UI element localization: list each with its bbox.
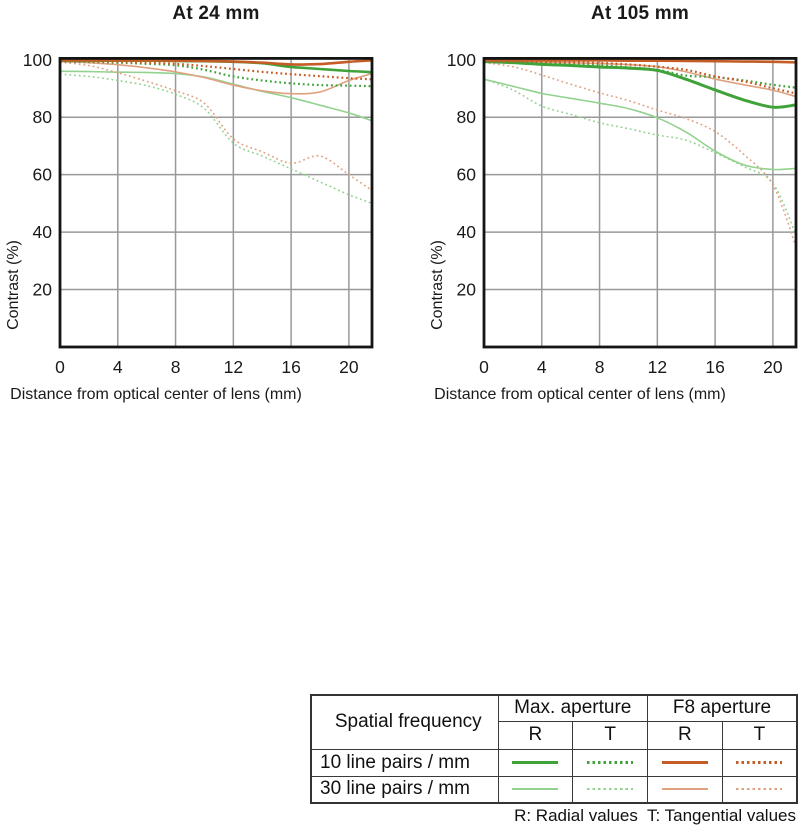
series-max-30-r xyxy=(484,78,796,171)
x-tick-label: 4 xyxy=(113,357,123,377)
solid-line-swatch xyxy=(661,788,708,791)
y-axis-label: Contrast (%) xyxy=(429,240,446,330)
plot-frame xyxy=(482,57,798,349)
legend-subheader-r: R xyxy=(497,720,574,750)
chart-title-24mm: At 24 mm xyxy=(172,3,260,24)
x-axis-label: Distance from optical center of lens (mm… xyxy=(10,386,302,403)
plot-area-105mm: 0 4 8 12 16 20 20 40 60 80 100 xyxy=(447,50,798,377)
series-f8-10-t xyxy=(484,60,796,95)
series-max-30-t xyxy=(484,78,796,236)
legend-row-label: 30 line pairs / mm xyxy=(310,775,499,804)
series-f8-30-t xyxy=(484,61,796,247)
x-tick-label: 8 xyxy=(595,357,605,377)
x-tick-label: 12 xyxy=(648,357,667,377)
y-tick-label: 20 xyxy=(457,280,477,300)
legend-header-f8-aperture: F8 aperture xyxy=(647,694,798,722)
legend-swatch-30lp-3 xyxy=(721,775,798,804)
series-group xyxy=(484,59,796,247)
x-tick-label: 16 xyxy=(705,357,724,377)
y-tick-label: 60 xyxy=(457,165,477,185)
legend-subheader-r: R xyxy=(647,720,723,750)
series-max-30-t xyxy=(60,73,372,205)
y-tick-label: 20 xyxy=(33,280,53,300)
x-axis-label: Distance from optical center of lens (mm… xyxy=(434,386,726,403)
legend-swatch-10lp-3 xyxy=(721,748,798,777)
y-tick-label: 40 xyxy=(457,222,477,242)
y-tick-label: 40 xyxy=(33,222,53,242)
legend-swatch-30lp-2 xyxy=(647,775,723,804)
solid-line-swatch xyxy=(512,761,559,764)
legend-table: Spatial frequency Max. aperture F8 apert… xyxy=(310,694,799,804)
series-f8-30-t xyxy=(60,61,372,192)
legend-swatch-10lp-2 xyxy=(647,748,723,777)
x-tick-label: 12 xyxy=(224,357,243,377)
y-tick-label: 100 xyxy=(447,50,476,70)
series-f8-10-r xyxy=(60,59,372,66)
x-tick-label: 0 xyxy=(55,357,65,377)
legend-header-max-aperture: Max. aperture xyxy=(497,694,649,722)
series-group xyxy=(60,59,372,205)
solid-line-swatch xyxy=(512,788,559,791)
series-max-10-r xyxy=(484,60,796,109)
x-tick-label: 4 xyxy=(537,357,547,377)
legend-subheader-t: T xyxy=(572,720,649,750)
series-f8-30-r xyxy=(60,60,372,95)
solid-line-swatch xyxy=(661,761,708,764)
y-tick-label: 60 xyxy=(33,165,53,185)
y-tick-label: 100 xyxy=(23,50,52,70)
plot-frame xyxy=(58,57,374,349)
mtf-chart-24mm: At 24 mm 0 4 8 12 16 20 20 40 60 80 100 Contrast (… xyxy=(0,0,404,430)
legend-header-spatial-frequency: Spatial frequency xyxy=(310,694,499,750)
legend-swatch-10lp-1 xyxy=(572,748,649,777)
legend-footnote: R: Radial values T: Tangential values xyxy=(514,806,796,825)
series-max-30-r xyxy=(60,70,372,122)
dotted-line-swatch xyxy=(587,788,634,791)
y-tick-label: 80 xyxy=(33,107,53,127)
legend-swatch-10lp-0 xyxy=(497,748,574,777)
legend-row-30lp: 30 line pairs / mm xyxy=(310,775,798,804)
dotted-line-swatch xyxy=(736,788,783,791)
x-tick-label: 20 xyxy=(339,357,359,377)
legend-row-label: 10 line pairs / mm xyxy=(310,748,499,777)
x-tick-label: 0 xyxy=(479,357,489,377)
series-max-10-t xyxy=(60,60,372,88)
y-tick-label: 80 xyxy=(457,107,477,127)
legend-swatch-30lp-1 xyxy=(572,775,649,804)
y-axis-label: Contrast (%) xyxy=(5,240,22,330)
legend-swatch-30lp-0 xyxy=(497,775,574,804)
legend-subheader-t: T xyxy=(721,720,798,750)
mtf-chart-105mm: At 105 mm 0 4 8 12 16 20 20 40 60 80 100 Contrast … xyxy=(404,0,808,430)
dotted-line-swatch xyxy=(736,761,783,764)
series-f8-30-r xyxy=(484,60,796,98)
plot-area-24mm: 0 4 8 12 16 20 20 40 60 80 100 xyxy=(23,50,374,377)
series-f8-10-r xyxy=(484,59,796,64)
x-tick-label: 8 xyxy=(171,357,181,377)
chart-title-105mm: At 105 mm xyxy=(591,3,689,24)
x-tick-label: 16 xyxy=(281,357,300,377)
x-tick-label: 20 xyxy=(763,357,783,377)
dotted-line-swatch xyxy=(587,761,634,764)
legend-row-10lp: 10 line pairs / mm xyxy=(310,748,798,777)
